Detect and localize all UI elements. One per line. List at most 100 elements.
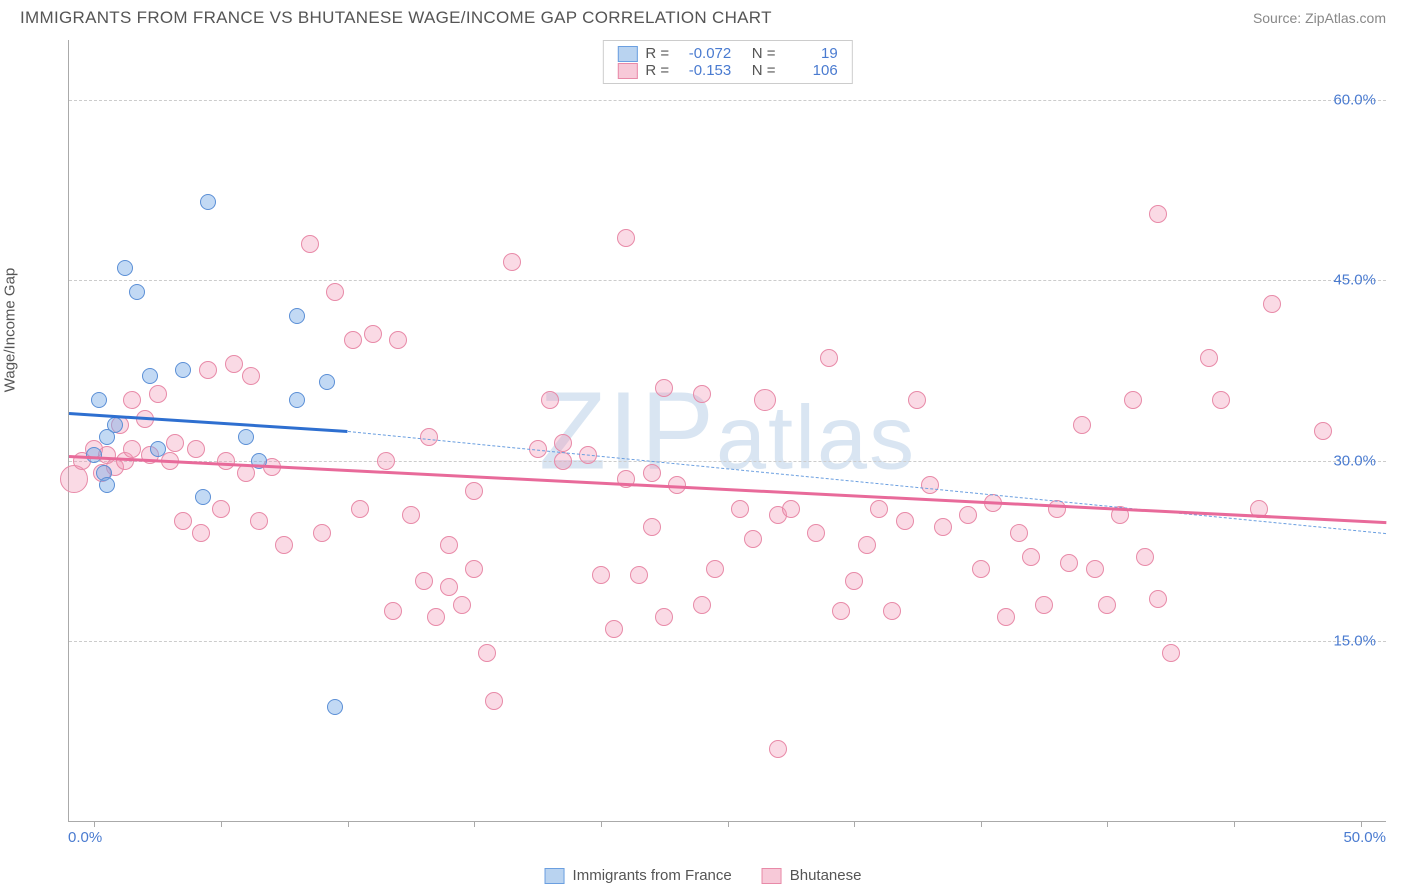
legend-swatch-series2 (762, 868, 782, 884)
data-point (693, 596, 711, 614)
regression-line (69, 455, 1386, 524)
x-tick (981, 821, 982, 827)
stat-n-value-1: 19 (788, 45, 838, 62)
stat-n-value-2: 106 (788, 62, 838, 79)
legend-label-series2: Bhutanese (790, 867, 862, 884)
data-point (440, 536, 458, 554)
data-point (832, 602, 850, 620)
y-tick-label: 45.0% (1333, 272, 1376, 289)
stat-r-label: R = (645, 62, 673, 79)
x-tick (601, 821, 602, 827)
stat-n-label: N = (739, 62, 779, 79)
data-point (129, 284, 145, 300)
data-point (465, 560, 483, 578)
data-point (150, 441, 166, 457)
x-tick (1234, 821, 1235, 827)
y-axis-label: Wage/Income Gap (2, 268, 19, 393)
data-point (91, 392, 107, 408)
data-point (313, 524, 331, 542)
data-point (554, 434, 572, 452)
data-point (870, 500, 888, 518)
stat-r-value-2: -0.153 (681, 62, 731, 79)
data-point (123, 440, 141, 458)
data-point (592, 566, 610, 584)
data-point (896, 512, 914, 530)
plot-area: ZIPatlas R = -0.072 N = 19 R = -0.153 N … (68, 40, 1386, 822)
data-point (351, 500, 369, 518)
data-point (478, 644, 496, 662)
swatch-series1 (617, 46, 637, 62)
data-point (427, 608, 445, 626)
data-point (1136, 548, 1154, 566)
data-point (706, 560, 724, 578)
data-point (326, 283, 344, 301)
data-point (820, 349, 838, 367)
data-point (541, 391, 559, 409)
data-point (225, 355, 243, 373)
stat-r-value-1: -0.072 (681, 45, 731, 62)
data-point (1149, 205, 1167, 223)
data-point (389, 331, 407, 349)
gridline-h (69, 641, 1386, 642)
data-point (643, 464, 661, 482)
data-point (503, 253, 521, 271)
data-point (238, 429, 254, 445)
data-point (1060, 554, 1078, 572)
data-point (858, 536, 876, 554)
data-point (242, 367, 260, 385)
data-point (782, 500, 800, 518)
data-point (908, 391, 926, 409)
legend-item-series2: Bhutanese (762, 867, 862, 884)
data-point (415, 572, 433, 590)
x-tick (1361, 821, 1362, 827)
data-point (195, 489, 211, 505)
data-point (1124, 391, 1142, 409)
data-point (744, 530, 762, 548)
bottom-legend: Immigrants from France Bhutanese (545, 867, 862, 884)
data-point (123, 391, 141, 409)
x-axis-min-label: 0.0% (68, 829, 102, 846)
data-point (655, 379, 673, 397)
data-point (289, 392, 305, 408)
data-point (1212, 391, 1230, 409)
stats-row-series1: R = -0.072 N = 19 (617, 45, 837, 62)
data-point (605, 620, 623, 638)
x-tick (728, 821, 729, 827)
data-point (289, 308, 305, 324)
legend-item-series1: Immigrants from France (545, 867, 732, 884)
data-point (655, 608, 673, 626)
data-point (187, 440, 205, 458)
data-point (319, 374, 335, 390)
data-point (554, 452, 572, 470)
data-point (643, 518, 661, 536)
data-point (275, 536, 293, 554)
data-point (364, 325, 382, 343)
data-point (199, 361, 217, 379)
data-point (1010, 524, 1028, 542)
data-point (200, 194, 216, 210)
data-point (883, 602, 901, 620)
y-tick-label: 30.0% (1333, 452, 1376, 469)
data-point (934, 518, 952, 536)
chart-container: Wage/Income Gap ZIPatlas R = -0.072 N = … (20, 40, 1386, 852)
x-tick (854, 821, 855, 827)
data-point (693, 385, 711, 403)
data-point (1162, 644, 1180, 662)
y-tick-label: 15.0% (1333, 632, 1376, 649)
data-point (807, 524, 825, 542)
data-point (301, 235, 319, 253)
data-point (845, 572, 863, 590)
data-point (1035, 596, 1053, 614)
data-point (1200, 349, 1218, 367)
data-point (485, 692, 503, 710)
x-axis-max-label: 50.0% (1343, 829, 1386, 846)
data-point (86, 447, 102, 463)
stat-r-label: R = (645, 45, 673, 62)
data-point (344, 331, 362, 349)
data-point (377, 452, 395, 470)
data-point (769, 740, 787, 758)
data-point (174, 512, 192, 530)
legend-swatch-series1 (545, 868, 565, 884)
regression-line (348, 431, 1386, 534)
data-point (1098, 596, 1116, 614)
